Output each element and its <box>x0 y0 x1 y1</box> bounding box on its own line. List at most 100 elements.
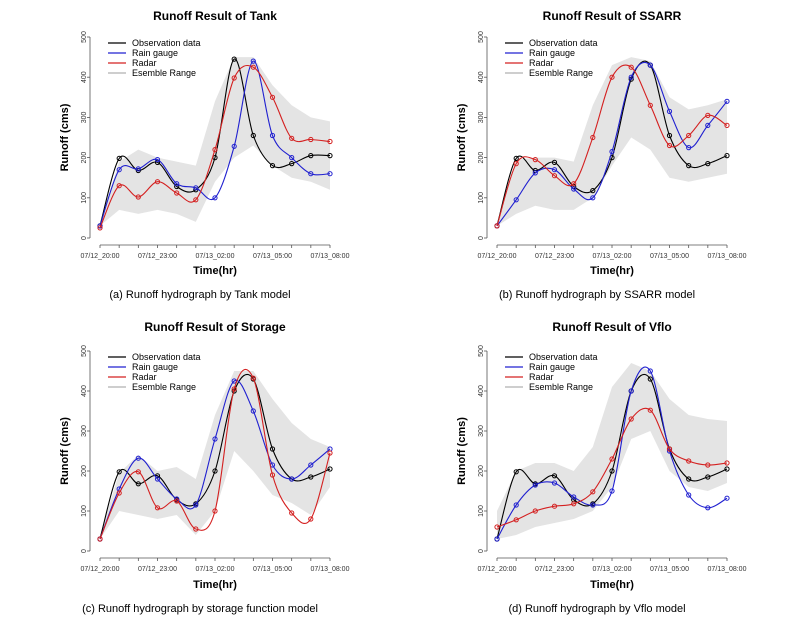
data-point-rain-gauge <box>308 171 314 177</box>
data-point-radar <box>647 407 653 413</box>
data-point-rain-gauge <box>609 149 615 155</box>
x-tick-label: 07/13_08:00 <box>708 566 747 573</box>
figure-caption: (b) Runoff hydrograph by SSARR model <box>499 289 695 301</box>
data-point-rain-gauge <box>532 482 538 488</box>
data-point-observation <box>174 183 180 190</box>
legend-label-1: Observation data <box>529 352 598 362</box>
chart-title: Runoff Result of Vflo <box>552 320 671 334</box>
y-tick-label: 100 <box>478 505 485 517</box>
data-point-observation <box>116 155 122 161</box>
data-point-rain-gauge <box>666 108 673 115</box>
y-tick-label: 300 <box>478 111 485 123</box>
legend-label-2: Rain gauge <box>529 48 575 58</box>
data-point-rain-gauge <box>289 155 295 161</box>
x-tick-label: 07/13_08:00 <box>311 253 350 260</box>
y-axis-label: Runoff (cms) <box>59 417 71 485</box>
data-point-observation <box>212 468 218 474</box>
data-point-radar <box>628 64 634 70</box>
y-tick-label: 0 <box>81 549 88 553</box>
legend-label-3: Radar <box>132 58 157 68</box>
data-point-radar <box>628 416 634 422</box>
y-axis-label: Runoff (cms) <box>456 417 468 485</box>
data-point-radar <box>154 179 161 185</box>
data-point-observation <box>513 469 519 475</box>
data-point-rain-gauge <box>571 494 577 500</box>
data-point-observation <box>231 56 237 62</box>
data-point-observation <box>705 161 711 167</box>
ensemble-range-band <box>497 57 727 226</box>
x-tick-label: 07/13_02:00 <box>593 253 632 260</box>
x-axis-label: Time(hr) <box>193 579 237 591</box>
data-point-radar <box>494 524 500 530</box>
legend-label-4: Esemble Range <box>529 68 593 78</box>
data-point-radar <box>513 161 519 167</box>
data-point-radar <box>116 490 122 496</box>
data-point-rain-gauge <box>551 480 558 486</box>
data-point-radar <box>532 157 538 163</box>
series-line-radar <box>99 368 331 540</box>
data-point-rain-gauge <box>686 145 692 151</box>
data-point-radar <box>193 197 199 203</box>
y-axis-label: Runoff (cms) <box>456 103 468 171</box>
x-axis-label: Time(hr) <box>193 265 237 277</box>
x-tick-label: 07/13_05:00 <box>650 253 689 260</box>
legend-label-2: Rain gauge <box>529 362 575 372</box>
data-point-radar <box>269 94 276 100</box>
data-point-observation <box>327 466 333 472</box>
data-point-radar <box>609 74 615 80</box>
y-tick-label: 300 <box>81 425 88 437</box>
data-point-radar <box>308 136 314 143</box>
data-point-radar <box>308 516 314 522</box>
data-point-radar <box>135 194 141 200</box>
series-line-rain-gauge <box>99 379 331 540</box>
data-point-radar <box>231 75 237 81</box>
y-axis-label: Runoff (cms) <box>59 103 71 171</box>
chart-panel-2: Runoff Result of SSARR 0 100 200 300 400 500 Ru… <box>456 9 747 301</box>
data-point-radar <box>116 183 122 189</box>
data-point-rain-gauge <box>154 157 161 163</box>
legend-label-3: Radar <box>529 372 554 382</box>
legend-label-1: Observation data <box>132 38 201 48</box>
series-line-rain-gauge <box>99 60 331 227</box>
data-point-rain-gauge <box>628 388 634 394</box>
y-tick-label: 200 <box>478 465 485 477</box>
legend-label-4: Esemble Range <box>132 68 196 78</box>
y-tick-label: 200 <box>478 152 485 164</box>
data-point-rain-gauge <box>135 166 141 172</box>
data-point-observation <box>269 163 276 169</box>
data-point-rain-gauge <box>174 181 180 187</box>
data-point-radar <box>97 225 103 231</box>
data-point-radar <box>724 122 730 129</box>
data-point-radar <box>551 503 558 509</box>
ensemble-range-band <box>100 371 330 539</box>
chart-title: Runoff Result of SSARR <box>543 9 682 23</box>
series-line-observation <box>496 373 728 540</box>
data-point-radar <box>686 458 692 464</box>
data-point-observation <box>686 163 692 169</box>
chart-panel-3: Runoff Result of Storage 0 100 200 300 400 500… <box>59 320 350 615</box>
series-line-radar <box>99 65 331 229</box>
data-point-rain-gauge <box>250 58 256 64</box>
x-tick-label: 07/13_02:00 <box>196 253 235 260</box>
series-line-rain-gauge <box>496 366 728 540</box>
y-tick-label: 300 <box>81 111 88 123</box>
data-point-radar <box>647 102 653 108</box>
y-tick-label: 200 <box>81 465 88 477</box>
data-point-observation <box>590 188 596 194</box>
y-tick-label: 500 <box>478 345 485 357</box>
data-point-radar <box>212 147 218 153</box>
series-line-radar <box>496 407 728 528</box>
data-point-rain-gauge <box>193 502 199 508</box>
x-tick-label: 07/12_23:00 <box>535 566 574 573</box>
y-tick-label: 0 <box>478 549 485 553</box>
legend-label-1: Observation data <box>529 38 598 48</box>
data-point-rain-gauge <box>532 170 538 176</box>
data-point-rain-gauge <box>494 536 500 542</box>
data-point-observation <box>686 476 692 482</box>
legend-label-1: Observation data <box>132 352 201 362</box>
x-tick-label: 07/13_05:00 <box>253 253 292 260</box>
data-point-radar <box>289 510 295 516</box>
data-point-rain-gauge <box>116 167 122 173</box>
data-point-rain-gauge <box>269 132 276 139</box>
